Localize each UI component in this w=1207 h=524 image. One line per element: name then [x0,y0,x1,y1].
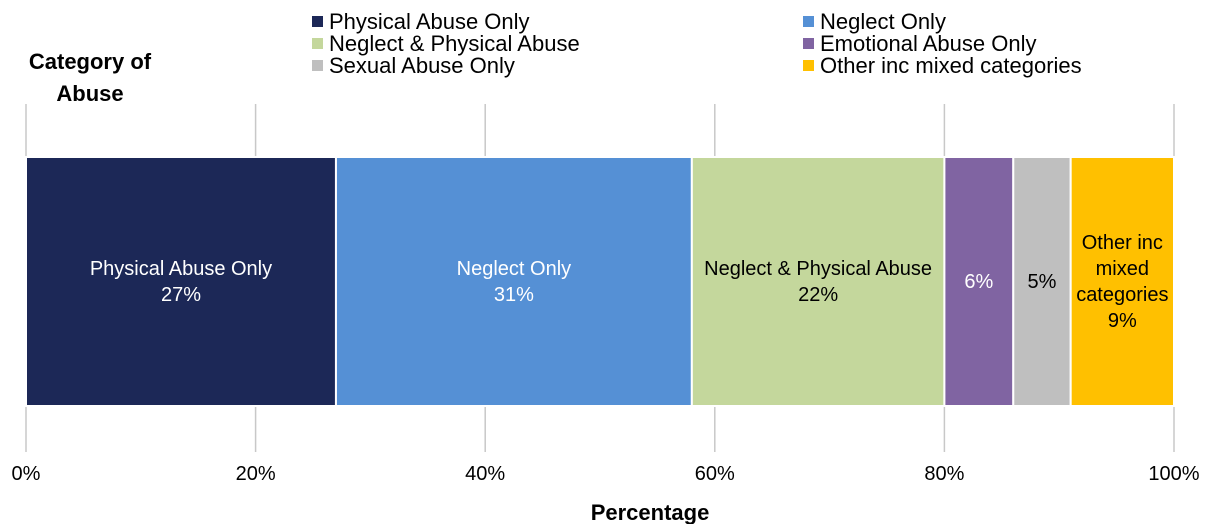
data-label: Other inc mixed categories 9% [1075,157,1170,406]
legend-item: Neglect Only [803,11,946,33]
x-axis-label: Percentage [590,500,710,524]
bar-segment [1012,156,1072,407]
data-label-name: Neglect Only [456,257,572,280]
legend-item: Physical Abuse Only [312,11,530,33]
data-label: 5% [1017,157,1066,406]
bar-segment [1069,156,1176,407]
bar-segment [943,156,1015,407]
legend-label: Neglect & Physical Abuse [329,31,580,56]
data-label-value: 31% [493,283,534,306]
x-tick-label: 60% [694,463,735,485]
data-label-value: 27% [160,283,201,306]
legend-item: Emotional Abuse Only [803,33,1036,55]
data-label-value: 9% [1107,309,1137,332]
data-label: Neglect Only 31% [340,157,688,406]
data-label-value: 5% [1027,270,1057,293]
data-label-value: 22% [798,283,839,306]
x-tick-label: 0% [11,463,41,485]
data-label-name: Neglect & Physical Abuse [704,257,933,280]
data-label: Physical Abuse Only 27% [30,157,332,406]
bar-segment [25,156,337,407]
data-label: Neglect & Physical Abuse 22% [696,157,941,406]
y-axis-label: Category of Abuse [28,49,152,106]
data-label-name: Other inc mixed categories [1076,231,1169,306]
legend-label: Emotional Abuse Only [820,31,1037,56]
legend-item: Other inc mixed categories [803,55,1082,77]
x-tick-label: 40% [465,463,506,485]
legend-label: Physical Abuse Only [329,9,530,34]
data-label: 6% [948,157,1009,406]
data-label-name: Physical Abuse Only [89,257,273,280]
legend-label: Other inc mixed categories [820,53,1082,78]
legend-label: Sexual Abuse Only [329,53,515,78]
bar-segment [690,156,946,407]
x-tick-label: 80% [924,463,965,485]
legend-swatch [312,38,323,49]
legend-swatch [803,60,814,71]
legend-swatch [312,16,323,27]
x-tick-label: 20% [235,463,276,485]
legend-label: Neglect Only [820,9,946,34]
legend-swatch [803,16,814,27]
data-label-value: 6% [964,270,994,293]
legend-item: Sexual Abuse Only [312,55,515,77]
legend-swatch [803,38,814,49]
x-tick-label: 100% [1148,463,1200,485]
legend-item: Neglect & Physical Abuse [312,33,580,55]
legend-swatch [312,60,323,71]
